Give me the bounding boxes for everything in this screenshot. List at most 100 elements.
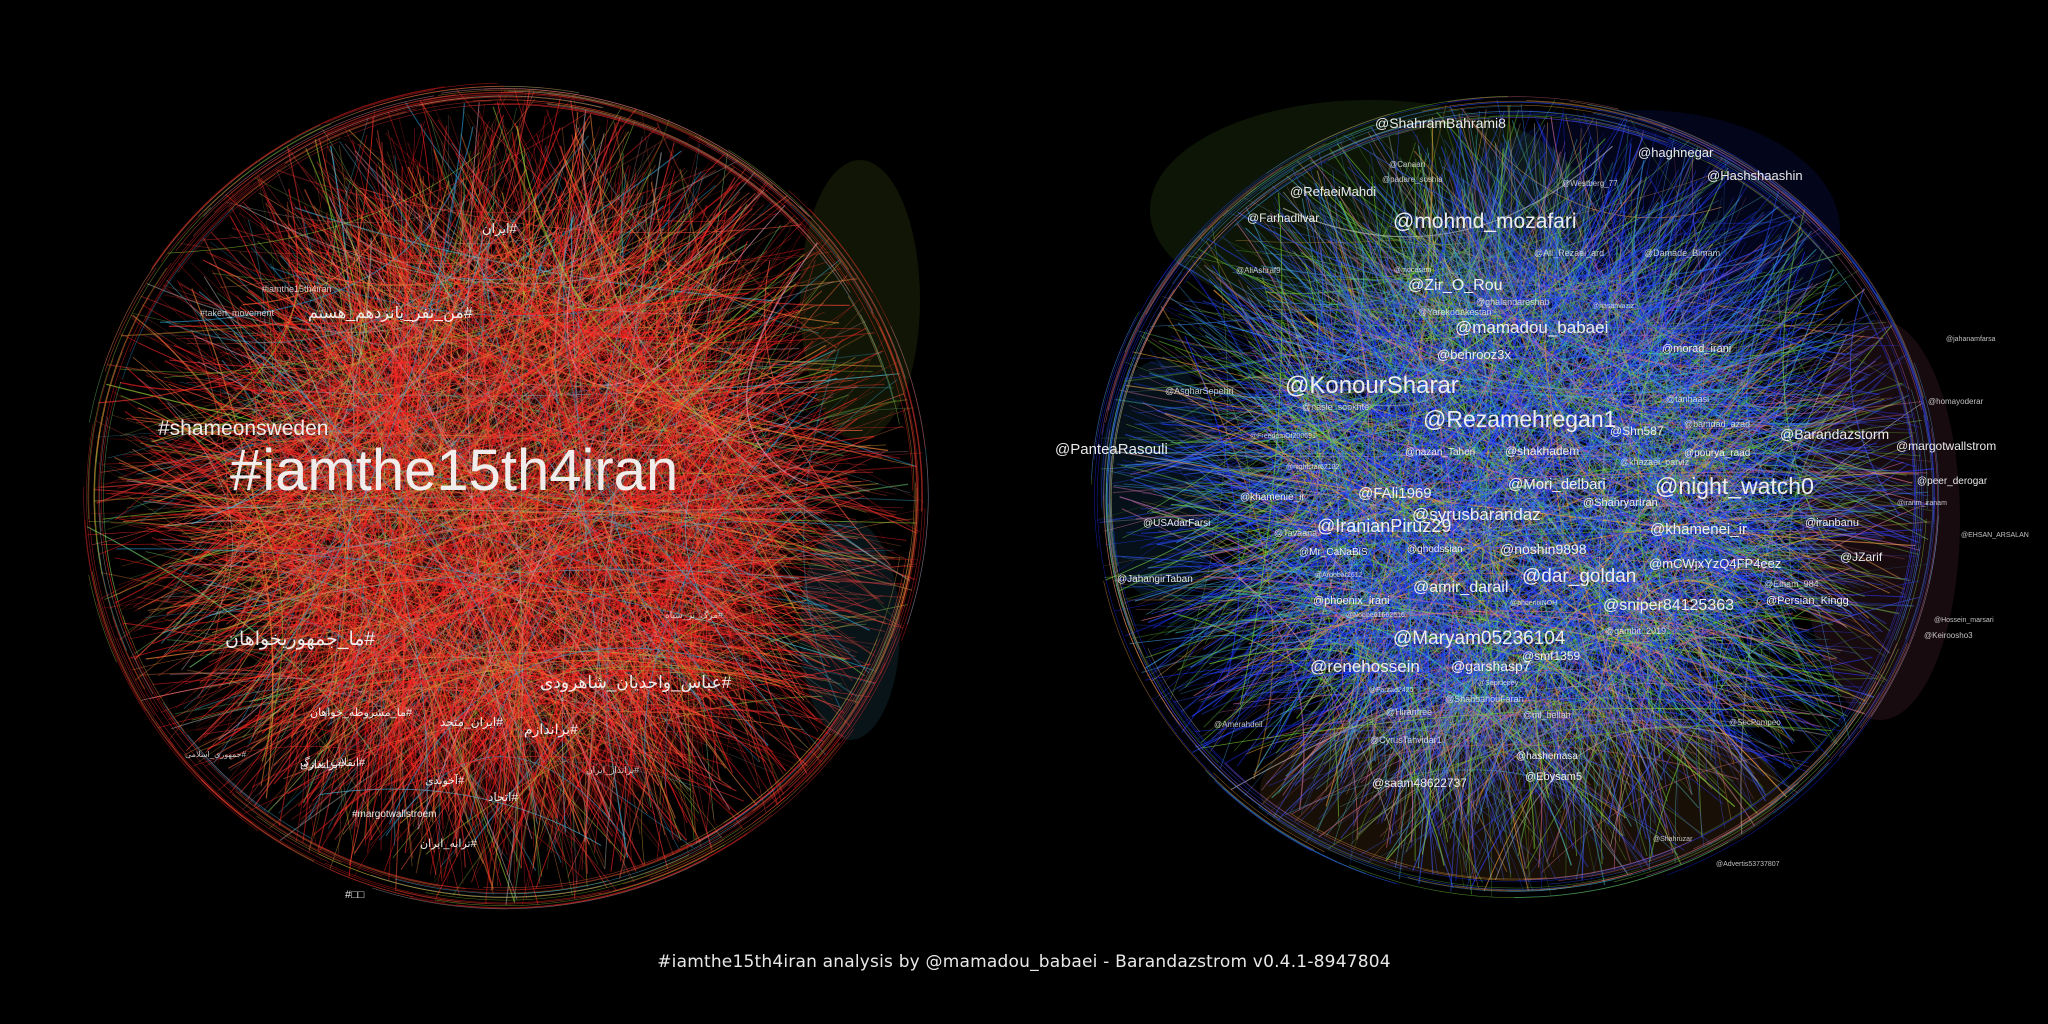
edge <box>165 95 507 470</box>
edge <box>228 167 590 380</box>
edge <box>272 273 567 472</box>
edge <box>150 204 499 413</box>
edge <box>326 187 807 508</box>
edge <box>311 692 510 863</box>
edge <box>503 554 788 815</box>
edge <box>250 155 650 712</box>
edge <box>501 115 736 557</box>
edge <box>394 677 576 752</box>
edge <box>539 703 775 839</box>
edge <box>369 276 832 695</box>
edge <box>385 756 627 840</box>
node-label: @EHSAN_ARSALAN <box>1961 532 2029 539</box>
edge <box>102 373 738 465</box>
edge <box>414 225 725 426</box>
edge <box>458 233 832 266</box>
edge <box>665 274 743 671</box>
node-label: @nasle_sookhte <box>1302 402 1369 412</box>
edge <box>197 451 905 559</box>
edge <box>307 150 682 353</box>
edge <box>184 368 693 710</box>
edge <box>199 192 411 721</box>
edge <box>169 224 403 740</box>
node-label: @mamadou_babaei <box>1455 318 1608 337</box>
node-label: @SecPompeo <box>1729 718 1781 727</box>
edge <box>572 557 807 719</box>
node-label: @Shn587 <box>1610 424 1664 438</box>
edge <box>358 187 802 234</box>
node-label: #براندازی <box>300 759 345 771</box>
node-label: @jahanamfarsa <box>1946 336 1996 343</box>
edge <box>182 304 292 665</box>
node-label: @sniper84125363 <box>1603 597 1734 614</box>
node-label: #من_نفر_پانزدهم_هستم <box>308 305 473 323</box>
edge <box>145 526 561 832</box>
node-label: @Advertis53737807 <box>1716 861 1780 868</box>
edge <box>316 161 775 440</box>
node-label: @phoenixNOH <box>1510 600 1557 607</box>
edge <box>701 264 859 708</box>
edge <box>383 175 425 701</box>
edge <box>152 352 882 467</box>
edge <box>266 218 806 695</box>
edge <box>481 230 559 819</box>
edge <box>215 440 311 643</box>
edge <box>283 711 804 780</box>
edge <box>435 181 741 798</box>
edge <box>357 707 754 748</box>
node-label: @ghalandareshab <box>1476 297 1550 307</box>
edge <box>313 164 413 859</box>
node-label: #آخوندی <box>425 773 465 787</box>
edge <box>329 321 722 781</box>
edge <box>353 577 741 854</box>
edge <box>193 194 427 464</box>
edge <box>371 686 577 734</box>
edge <box>287 728 737 795</box>
node-label: @Keiroosho3 <box>1924 631 1973 640</box>
edge <box>136 596 652 797</box>
edge <box>532 255 724 869</box>
edge <box>623 211 762 638</box>
edge <box>122 332 686 523</box>
edge <box>233 194 466 507</box>
edge <box>152 618 413 872</box>
edge <box>246 141 384 694</box>
edge <box>276 351 650 779</box>
node-label: @ShahryarIran <box>1583 497 1658 509</box>
edge <box>635 364 704 870</box>
edge <box>464 666 782 725</box>
edge <box>385 164 630 754</box>
node-label: @dar_goldan <box>1522 566 1636 587</box>
edge <box>746 313 857 521</box>
edge <box>609 147 708 669</box>
edge <box>575 124 820 334</box>
edge <box>111 522 738 628</box>
edge <box>172 571 523 777</box>
edge <box>705 303 773 630</box>
edge <box>544 245 855 375</box>
node-label: @Yarekodakestan <box>1418 307 1492 317</box>
edge <box>167 386 809 482</box>
edge <box>243 271 797 642</box>
edge <box>141 366 794 479</box>
edge <box>725 305 813 659</box>
edge <box>496 101 841 372</box>
edge <box>237 463 518 807</box>
edge <box>272 580 877 759</box>
edge <box>742 518 914 763</box>
edge <box>242 162 496 739</box>
node-label: @haghnegar <box>1638 145 1714 160</box>
edge <box>552 142 851 666</box>
node-label: @hashemasa <box>1516 751 1578 762</box>
edge <box>208 262 661 347</box>
node-label: @Mr_CaNaBiS <box>1299 547 1368 558</box>
edge <box>502 209 557 844</box>
node-label: @Canaan <box>1389 160 1425 169</box>
node-label: @Barandazstorm <box>1780 426 1889 442</box>
edge <box>254 650 691 702</box>
edge <box>652 604 908 724</box>
rim-edge <box>1123 617 1279 819</box>
node-label: @behrooz3x <box>1437 347 1511 362</box>
edge <box>696 275 848 609</box>
edge <box>492 626 734 785</box>
